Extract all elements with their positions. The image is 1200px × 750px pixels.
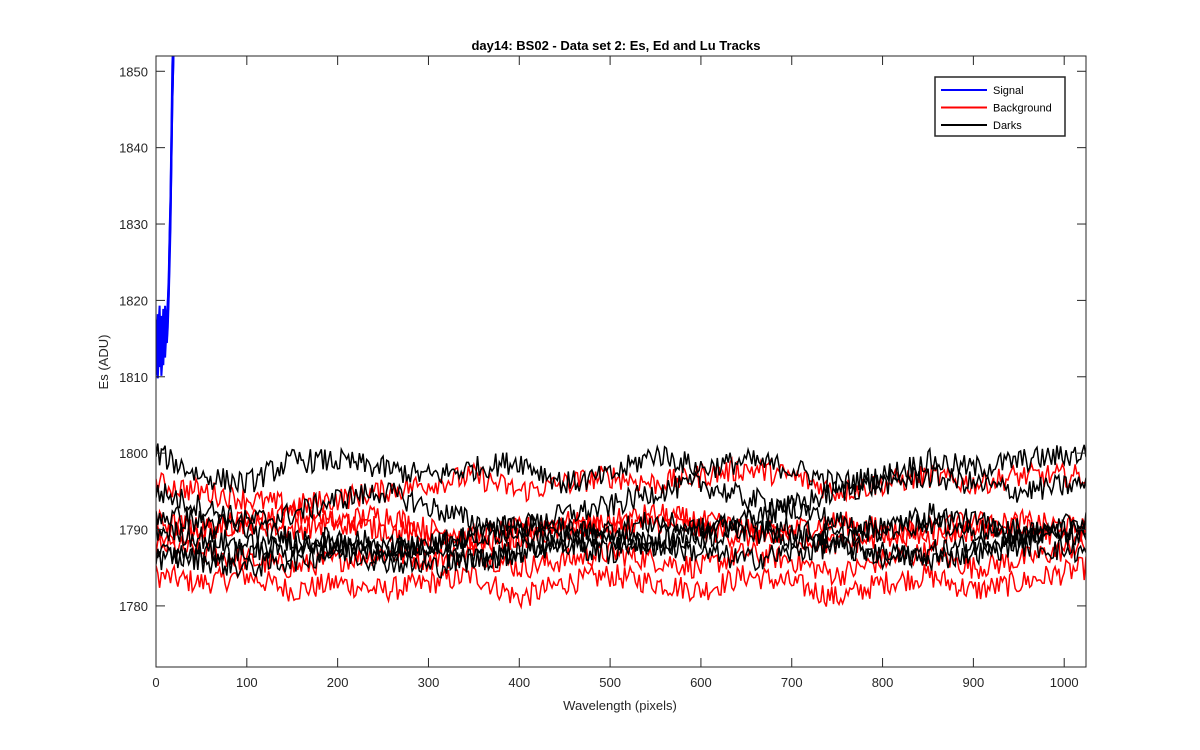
y-axis-title: Es (ADU) — [96, 335, 111, 390]
x-tick-label: 400 — [508, 675, 530, 690]
plot-background — [156, 56, 1086, 667]
series-background-trace-5 — [156, 502, 1086, 556]
plot-area — [156, 56, 1086, 667]
y-tick-label: 1820 — [119, 293, 148, 308]
series-darks — [156, 443, 1086, 579]
y-tick-label: 1810 — [119, 370, 148, 385]
x-tick-label: 700 — [781, 675, 803, 690]
legend-item-background: Background — [941, 103, 1052, 115]
series-signal — [156, 56, 175, 379]
legend-item-signal: Signal — [941, 85, 1024, 97]
legend-label: Darks — [993, 120, 1022, 132]
series-signal-trace-4 — [156, 56, 174, 375]
series-darks-trace-1 — [156, 443, 1086, 495]
legend: Signal Background Darks — [934, 76, 1066, 137]
x-tick-label: 900 — [963, 675, 985, 690]
x-tick-label: 300 — [418, 675, 440, 690]
y-tick-label: 1840 — [119, 141, 148, 156]
x-tick-label: 1000 — [1050, 675, 1079, 690]
x-axis-title: Wavelength (pixels) — [563, 698, 677, 713]
y-tick-label: 1780 — [119, 599, 148, 614]
series-darks-trace-2 — [156, 462, 1086, 540]
y-tick-label: 1800 — [119, 446, 148, 461]
series-darks-trace-6 — [156, 505, 1086, 571]
series-darks-trace-4 — [156, 525, 1086, 579]
y-tick-label: 1830 — [119, 217, 148, 232]
series-layer — [156, 56, 1086, 610]
series-background-trace-4 — [156, 456, 1086, 518]
x-tick-label: 800 — [872, 675, 894, 690]
series-background-trace-1 — [156, 556, 1086, 610]
axes-box — [155, 55, 1087, 668]
x-tick-label: 100 — [236, 675, 258, 690]
legend-label: Signal — [993, 85, 1024, 97]
x-tick-label: 600 — [690, 675, 712, 690]
axes-layer: 0 100 200 300 400 500 600 700 800 900 1000 1780 1790… — [119, 55, 1087, 690]
legend-label: Background — [993, 103, 1052, 115]
x-tick-label: 500 — [599, 675, 621, 690]
x-tick-label: 0 — [152, 675, 159, 690]
x-tick-label: 200 — [327, 675, 349, 690]
y-tick-label: 1850 — [119, 64, 148, 79]
chart-title: day14: BS02 - Data set 2: Es, Ed and Lu … — [471, 38, 760, 53]
legend-item-darks: Darks — [941, 120, 1022, 132]
y-tick-label: 1790 — [119, 523, 148, 538]
